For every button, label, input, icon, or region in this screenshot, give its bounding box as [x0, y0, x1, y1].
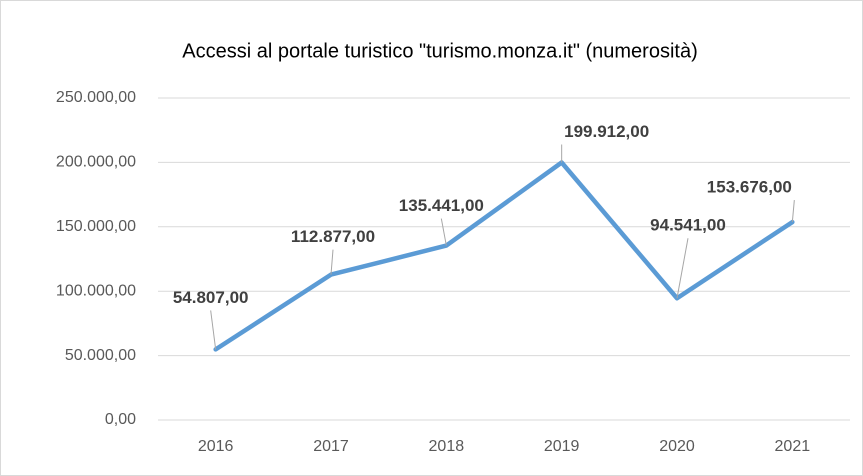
data-label: 112.877,00 [291, 227, 375, 246]
data-label: 135.441,00 [399, 196, 484, 215]
leader-line [676, 238, 689, 299]
chart-title: Accessi al portale turistico "turismo.mo… [182, 40, 697, 62]
leader-line [330, 249, 334, 275]
data-label: 153.676,00 [707, 178, 792, 197]
y-tick-label: 200.000,00 [56, 154, 136, 171]
data-label: 94.541,00 [650, 216, 726, 235]
x-tick-label: 2019 [544, 438, 580, 455]
x-tick-label: 2017 [313, 438, 349, 455]
data-label: 54.807,00 [173, 288, 249, 307]
y-tick-label: 0,00 [105, 411, 136, 428]
y-tick-label: 50.000,00 [65, 347, 136, 364]
y-tick-label: 100.000,00 [56, 282, 136, 299]
leader-line [791, 200, 795, 223]
y-tick-label: 250.000,00 [56, 89, 136, 106]
leader-line [210, 310, 217, 350]
leader-line [440, 218, 447, 246]
data-label: 199.912,00 [564, 122, 649, 141]
x-tick-label: 2018 [429, 438, 465, 455]
line-series [213, 160, 795, 352]
y-tick-label: 150.000,00 [56, 218, 136, 235]
x-tick-label: 2021 [775, 438, 811, 455]
x-tick-label: 2016 [198, 438, 234, 455]
x-tick-label: 2020 [659, 438, 695, 455]
